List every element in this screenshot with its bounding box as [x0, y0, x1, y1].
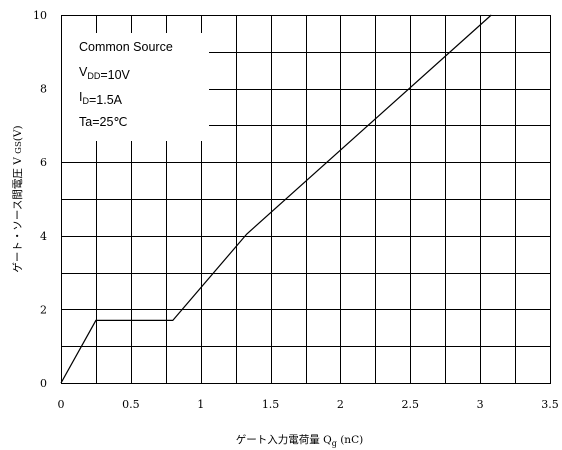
y-axis-title: ゲート・ソース間電圧 V GS(V)	[12, 125, 24, 272]
annotation-text: I	[79, 90, 82, 104]
x-tick-labels: 0 0.5 1 1.5 2 2.5 3 3.5	[58, 398, 559, 411]
y-tick-label: 2	[40, 303, 47, 316]
y-tick-label: 8	[40, 83, 47, 96]
x-tick-label: 3	[477, 398, 484, 411]
x-tick-label: 1	[197, 398, 204, 411]
x-axis-unit: (nC)	[337, 434, 363, 446]
x-axis-symbol-subscript: g	[332, 439, 337, 448]
y-axis-symbol: V	[12, 154, 24, 166]
annotation-text: =1.5A	[89, 93, 123, 107]
y-axis-symbol-subscript: GS	[14, 141, 24, 154]
x-tick-label: 0.5	[122, 398, 140, 411]
y-tick-label: 0	[40, 377, 47, 390]
annotation-text: Common Source	[79, 40, 173, 54]
y-tick-label: 4	[40, 230, 47, 243]
annotation-line: Ta=25℃	[79, 115, 127, 129]
x-axis-label: ゲート入力電荷量	[236, 433, 323, 446]
x-axis-title: ゲート入力電荷量 Qg (nC)	[236, 433, 363, 448]
conditions-annotation: Common Source VDD=10V ID=1.5A Ta=25℃	[62, 33, 209, 141]
x-tick-label: 1.5	[262, 398, 280, 411]
annotation-line: Common Source	[79, 40, 173, 54]
x-tick-label: 2.5	[402, 398, 420, 411]
x-tick-label: 2	[337, 398, 344, 411]
annotation-text: =10V	[100, 68, 130, 82]
annotation-text: V	[79, 65, 88, 79]
annotation-subscript: DD	[87, 71, 100, 81]
annotation-text: Ta=25℃	[79, 115, 127, 129]
axis-titles: ゲート入力電荷量 Qg (nC) ゲート・ソース間電圧 V GS(V)	[12, 125, 363, 448]
y-tick-labels: 0 2 4 6 8 10	[33, 9, 47, 390]
y-axis-unit: (V)	[12, 125, 24, 141]
annotation-line: VDD=10V	[79, 65, 131, 82]
series-layer	[60, 14, 492, 384]
plot-border	[61, 15, 551, 384]
annotation-background	[62, 33, 209, 141]
series-line	[60, 14, 492, 384]
x-tick-label: 0	[58, 398, 65, 411]
y-tick-label: 10	[33, 9, 47, 22]
annotation-subscript: D	[82, 96, 89, 106]
y-tick-label: 6	[40, 156, 47, 169]
y-axis-label: ゲート・ソース間電圧	[12, 165, 24, 273]
x-axis-symbol: Q	[323, 434, 332, 446]
annotation-line: ID=1.5A	[79, 90, 123, 107]
x-tick-label: 3.5	[541, 398, 559, 411]
plot-frame	[61, 15, 551, 384]
